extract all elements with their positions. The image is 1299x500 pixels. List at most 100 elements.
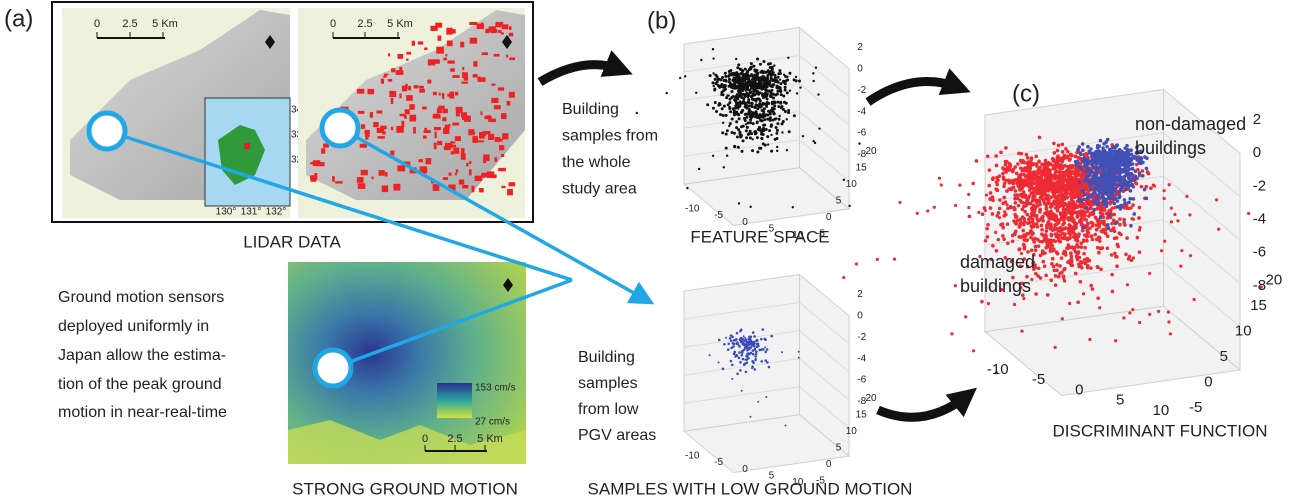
sample-point (763, 86, 766, 89)
sample-point (1111, 160, 1115, 164)
sample-point (1068, 259, 1072, 263)
x-tick-label: -5 (714, 210, 723, 221)
sample-point (709, 354, 711, 356)
damage-patch (499, 145, 504, 150)
sample-point (762, 60, 765, 63)
sample-point (1080, 245, 1084, 249)
damage-patch (385, 172, 388, 176)
sample-point (1118, 168, 1122, 172)
sample-point (1025, 181, 1029, 185)
y-tick-label: 5 (1220, 348, 1228, 365)
sample-point (1021, 207, 1025, 211)
sample-point (1122, 316, 1125, 319)
sample-point (1110, 222, 1114, 226)
sample-point (744, 103, 747, 106)
damage-patch (448, 60, 455, 63)
sample-point (1104, 232, 1108, 236)
sample-point (719, 113, 722, 116)
sample-point (754, 355, 757, 358)
sample-point (1170, 206, 1173, 209)
damage-patch (502, 133, 508, 139)
sample-point (1141, 174, 1145, 178)
sample-point (1126, 153, 1130, 157)
sample-point (1118, 194, 1122, 198)
sample-point (744, 363, 747, 366)
sample-point (798, 80, 801, 83)
damage-patch (436, 116, 441, 118)
sample-point (1001, 222, 1005, 226)
sample-point (759, 147, 762, 150)
sample-point (815, 67, 817, 69)
sample-point (769, 119, 772, 122)
sample-point (1095, 151, 1099, 155)
sample-point (749, 339, 752, 342)
sample-point (766, 114, 769, 117)
sample-point (783, 101, 786, 104)
sample-point (1040, 176, 1043, 179)
sample-point (748, 108, 751, 111)
legend-label: 27 cm/s (475, 417, 510, 428)
sample-point (738, 131, 741, 134)
sample-point (752, 331, 755, 334)
sample-point (1113, 188, 1117, 192)
sample-point (1056, 203, 1060, 207)
damage-patch (434, 143, 437, 149)
sample-point (729, 69, 732, 72)
damage-patch (498, 87, 504, 90)
sample-point (1061, 193, 1065, 197)
sample-point (770, 150, 773, 153)
damage-patch (399, 94, 401, 99)
sample-point (1057, 275, 1061, 279)
sample-point (1069, 251, 1072, 254)
sample-point (1006, 222, 1010, 226)
sample-point (1167, 311, 1170, 314)
sample-point (1038, 136, 1042, 140)
sample-point (734, 339, 737, 342)
damage-patch (509, 182, 516, 186)
sample-point (1038, 240, 1041, 243)
sample-point (724, 79, 727, 82)
damage-patch (501, 113, 507, 119)
sample-point (1063, 189, 1067, 193)
sample-point (754, 347, 756, 349)
sample-point (1036, 170, 1040, 174)
sample-point (724, 72, 727, 75)
sample-point (1109, 151, 1113, 155)
sample-point (770, 74, 773, 77)
sample-point (1070, 154, 1074, 158)
sample-point (1018, 247, 1022, 251)
sample-point (755, 98, 758, 101)
sample-point (753, 69, 756, 72)
sample-point (1091, 179, 1095, 183)
sample-point (1123, 198, 1127, 202)
sample-point (1060, 181, 1064, 185)
sample-point (1112, 213, 1116, 217)
damage-patch (453, 148, 459, 154)
sample-point (1072, 235, 1076, 239)
sample-point (700, 59, 702, 61)
sample-point (1096, 144, 1100, 148)
sample-point (1053, 181, 1057, 185)
sample-point (756, 343, 759, 346)
sample-point (1017, 235, 1021, 239)
sample-point (1058, 264, 1062, 268)
sample-point (1027, 160, 1031, 164)
damage-patch (459, 180, 464, 185)
sample-point (1091, 238, 1095, 242)
damage-patch (472, 186, 475, 193)
sample-point (1106, 223, 1110, 227)
sample-point (763, 107, 766, 110)
damage-patch (436, 47, 444, 54)
scatter-3d (684, 275, 849, 473)
sample-point (788, 130, 791, 133)
sample-point (724, 84, 727, 87)
sample-point (745, 129, 748, 132)
sample-point (1107, 164, 1111, 168)
sample-point (1042, 199, 1046, 203)
sample-point (736, 102, 739, 105)
sample-point (1099, 188, 1103, 192)
sample-point (1056, 209, 1060, 213)
sample-point (1098, 306, 1101, 309)
sample-point (1217, 228, 1220, 231)
sample-point (1131, 167, 1135, 171)
